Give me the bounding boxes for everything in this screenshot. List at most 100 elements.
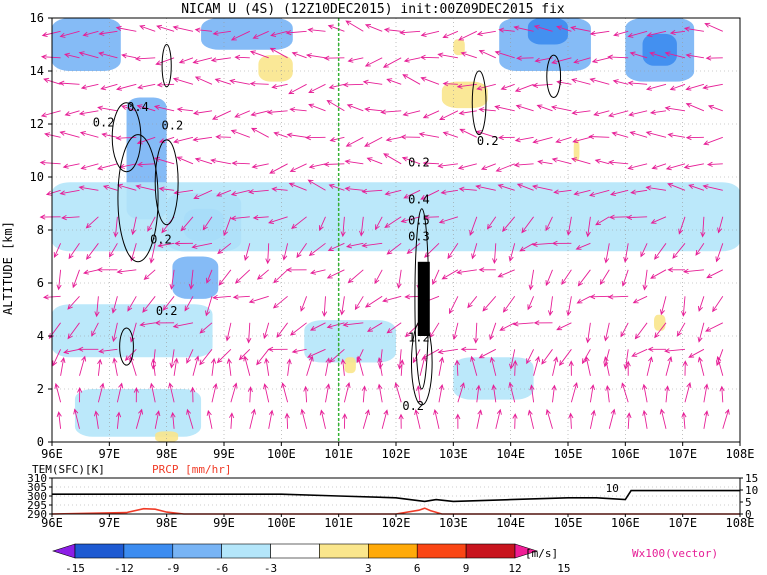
surface-x-tick-12: 108E <box>726 516 755 530</box>
wind-vector-336 <box>455 413 461 429</box>
wind-vector-466 <box>603 355 610 376</box>
wind-vector-565 <box>712 296 724 313</box>
wind-vector-128 <box>206 409 213 429</box>
wind-vector-284 <box>364 106 383 112</box>
wind-vector-418 <box>552 356 559 376</box>
wind-vector-80 <box>154 410 161 429</box>
wind-vector-190 <box>249 50 269 59</box>
surface-left-tick-4: 310 <box>27 472 47 485</box>
wind-region-17 <box>344 357 356 374</box>
wind-vector-18 <box>79 355 87 376</box>
wind-vector-343 <box>447 243 459 260</box>
wind-vector-560 <box>722 408 730 429</box>
wind-vector-532 <box>676 322 686 337</box>
surface-left-tick-3: 305 <box>27 481 47 494</box>
wind-vector-550 <box>682 268 704 274</box>
wind-vector-132 <box>199 322 213 334</box>
wind-vector-443 <box>555 136 572 144</box>
wind-vector-423 <box>531 241 553 248</box>
wind-vector-253 <box>328 83 345 90</box>
wind-vector-234 <box>308 163 326 169</box>
wind-vector-374 <box>478 267 496 273</box>
wind-vector-221 <box>288 83 307 95</box>
wind-vector-421 <box>547 296 554 317</box>
wind-vector-342 <box>441 269 459 280</box>
wind-vector-46 <box>78 51 99 59</box>
wind-vector-478 <box>591 57 610 64</box>
wind-vector-333 <box>420 76 440 85</box>
wind-vector-163 <box>238 348 251 361</box>
wind-vector-357 <box>467 296 478 309</box>
wind-vector-339 <box>437 348 458 355</box>
wind-region-21 <box>155 431 179 442</box>
wind-vector-85 <box>142 296 156 313</box>
wind-vector-17 <box>77 386 83 403</box>
wind-vector-350 <box>437 52 458 59</box>
wind-vector-545 <box>703 383 709 403</box>
wind-vector-174 <box>234 54 250 60</box>
wind-vector-181 <box>248 295 269 304</box>
wind-vector-535 <box>672 243 686 259</box>
wind-vector-165 <box>232 294 250 300</box>
wind-vector-306 <box>419 355 427 376</box>
wind-vector-379 <box>475 130 496 138</box>
wind-vector-429 <box>532 82 553 89</box>
wind-vector-31 <box>59 30 80 38</box>
wind-vector-127 <box>172 25 194 32</box>
contour-label-3: 0.2 <box>150 232 172 246</box>
wind-vector-162 <box>243 355 251 376</box>
wind-vector-93 <box>137 83 156 90</box>
wind-vector-229 <box>321 296 328 318</box>
wind-vector-270 <box>347 57 364 63</box>
wind-vector-81 <box>149 382 156 403</box>
wind-vector-146 <box>226 357 232 376</box>
wind-vector-378 <box>480 163 496 171</box>
main-y-ticks: 0 2 4 6 8 10 12 14 16 <box>30 11 52 449</box>
wind-vector-534 <box>667 267 685 273</box>
wind-vector-96 <box>170 411 176 429</box>
wind-vector-394 <box>495 163 515 172</box>
wind-vector-213 <box>300 296 308 312</box>
wind-vector-569 <box>702 184 723 191</box>
wind-vector-23 <box>68 243 80 260</box>
wind-vector-385 <box>508 381 516 403</box>
wind-vector-147 <box>216 348 232 364</box>
wind-vector-514 <box>665 356 673 376</box>
wind-vector-175 <box>230 30 250 41</box>
wind-vector-176 <box>268 409 274 429</box>
wind-vector-297 <box>384 189 402 196</box>
wind-vector-167 <box>243 243 251 261</box>
wind-region-15 <box>258 55 293 82</box>
main-panel: 0.2 0.4 0.2 0.2 0.2 0.2 0.4 0.5 0.3 1.2 0.2 0.2 96E… <box>1 11 754 461</box>
wind-vector-526 <box>649 51 667 59</box>
wind-vector-406 <box>528 269 535 291</box>
wind-vector-552 <box>700 216 706 238</box>
wind-vector-185 <box>248 189 269 195</box>
wind-vector-103 <box>157 242 175 248</box>
wind-vector-489 <box>609 189 629 197</box>
colorbar-label-5: 3 <box>365 562 372 575</box>
wind-vector-424 <box>545 216 553 232</box>
wind-vector-180 <box>263 322 270 340</box>
wind-vector-290 <box>399 359 405 376</box>
contour-label-1: 0.4 <box>127 100 149 114</box>
wind-vector-230 <box>310 269 326 275</box>
wind-vector-158 <box>210 57 231 63</box>
wind-vector-410 <box>513 162 534 168</box>
wind-vector-321 <box>438 383 444 403</box>
wind-vector-472 <box>595 216 610 226</box>
contour-label-5: 0.2 <box>408 155 430 169</box>
wind-vector-371 <box>478 348 497 359</box>
wind-vector-9 <box>45 189 61 196</box>
wind-vector-118 <box>188 269 194 290</box>
wind-vector-89 <box>135 184 156 191</box>
wind-region-3 <box>527 18 568 45</box>
wind-vector-249 <box>328 184 345 191</box>
wind-vector-480 <box>626 412 632 429</box>
x-tick-label-10: 106E <box>611 447 640 461</box>
wind-vector-352 <box>476 409 483 429</box>
wind-region-0 <box>52 18 121 71</box>
wind-vector-61 <box>100 83 118 91</box>
x-tick-label-5: 101E <box>324 447 353 461</box>
